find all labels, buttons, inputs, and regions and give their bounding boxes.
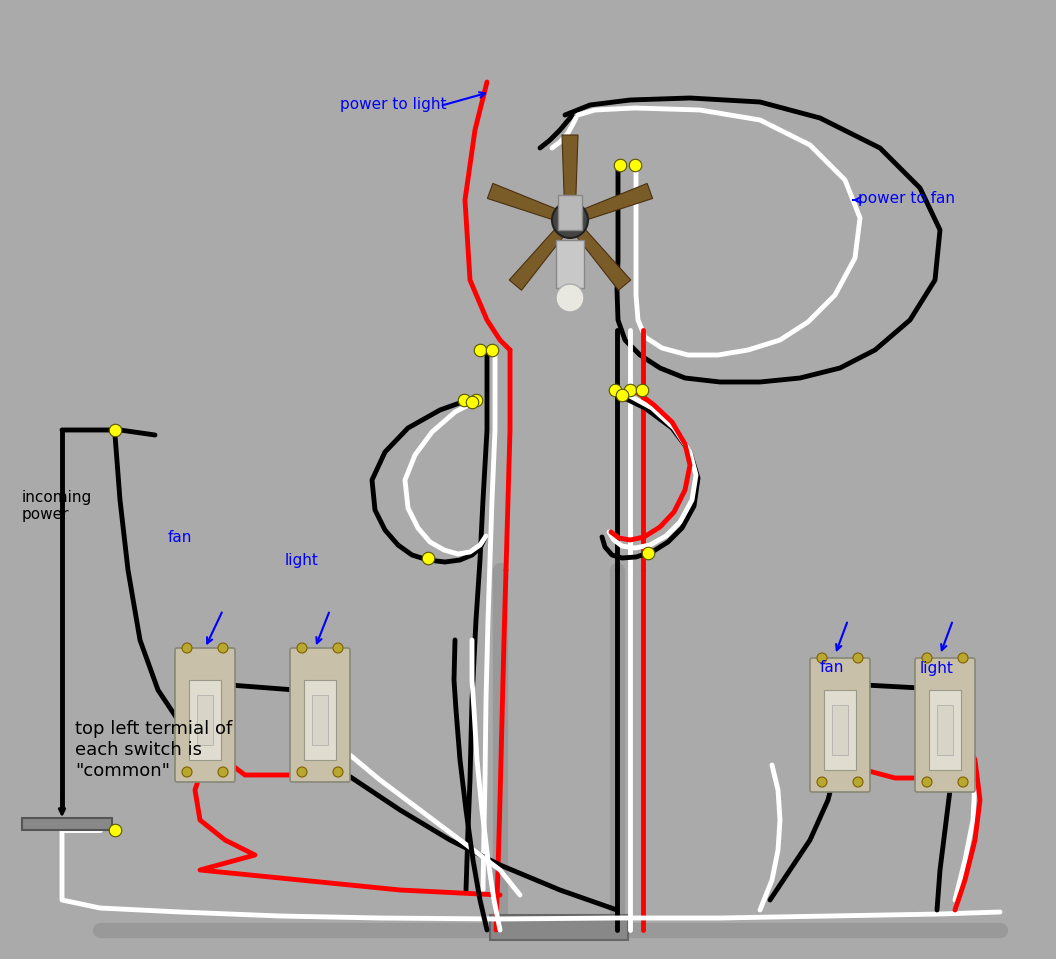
Polygon shape: [576, 183, 653, 222]
FancyBboxPatch shape: [914, 658, 975, 792]
Circle shape: [817, 653, 827, 663]
Bar: [197, 695, 213, 745]
Circle shape: [922, 777, 932, 787]
Bar: [189, 680, 221, 760]
Polygon shape: [571, 222, 630, 291]
Bar: [304, 680, 336, 760]
Polygon shape: [509, 222, 569, 291]
Circle shape: [557, 284, 584, 312]
Text: fan: fan: [168, 530, 192, 546]
Bar: [937, 705, 953, 755]
Polygon shape: [562, 135, 578, 212]
Bar: [929, 690, 961, 770]
Circle shape: [218, 643, 228, 653]
Circle shape: [297, 643, 307, 653]
FancyBboxPatch shape: [810, 658, 870, 792]
Text: top left termial of
each switch is
"common": top left termial of each switch is "comm…: [75, 720, 232, 780]
Circle shape: [333, 643, 343, 653]
Circle shape: [182, 643, 192, 653]
Circle shape: [853, 777, 863, 787]
Bar: [490, 915, 628, 940]
Circle shape: [218, 767, 228, 777]
Polygon shape: [488, 183, 564, 222]
Circle shape: [182, 767, 192, 777]
FancyBboxPatch shape: [175, 648, 235, 782]
Text: power to fan: power to fan: [857, 191, 955, 205]
Text: power to light: power to light: [340, 98, 447, 112]
Bar: [22, 818, 112, 830]
Circle shape: [853, 653, 863, 663]
Text: light: light: [920, 661, 954, 675]
Bar: [312, 695, 328, 745]
Circle shape: [552, 202, 588, 238]
Text: light: light: [285, 552, 319, 568]
Bar: [832, 705, 848, 755]
Circle shape: [817, 777, 827, 787]
Bar: [557, 240, 584, 288]
Bar: [558, 195, 582, 230]
Circle shape: [958, 777, 968, 787]
Circle shape: [333, 767, 343, 777]
Bar: [824, 690, 856, 770]
Circle shape: [297, 767, 307, 777]
Text: fan: fan: [821, 661, 845, 675]
Circle shape: [958, 653, 968, 663]
FancyBboxPatch shape: [290, 648, 350, 782]
Text: incoming
power: incoming power: [22, 490, 92, 523]
Circle shape: [922, 653, 932, 663]
